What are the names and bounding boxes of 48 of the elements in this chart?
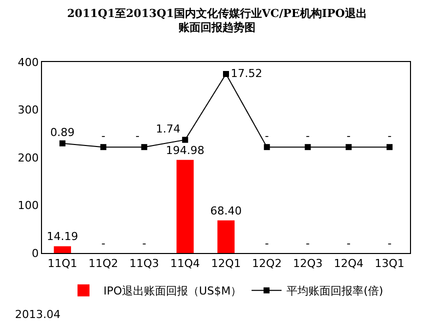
point <box>141 144 148 150</box>
data-label: - <box>101 130 106 143</box>
point <box>223 71 229 78</box>
data-label: - <box>306 237 310 250</box>
data-label: - <box>388 130 392 143</box>
data-label: 14.19 <box>46 230 78 244</box>
data-label: - <box>101 237 106 250</box>
y-tick-label: 300 <box>18 104 39 117</box>
x-tick-label: 12Q4 <box>334 257 364 270</box>
y-tick-label: 100 <box>18 199 39 212</box>
point <box>346 144 352 150</box>
data-label: - <box>264 237 269 250</box>
x-tick-label: 11Q1 <box>48 257 78 270</box>
y-tick-label: 400 <box>18 56 39 69</box>
data-label: 194.98 <box>166 144 204 157</box>
data-label: - <box>346 130 351 143</box>
data-label: - <box>142 237 146 250</box>
data-label: - <box>264 130 269 143</box>
data-label: 1.74 <box>156 122 180 136</box>
legend-label: IPO退出账面回报（US$M） <box>104 284 242 298</box>
bar <box>54 246 72 253</box>
point <box>182 136 188 143</box>
data-label: - <box>388 237 392 250</box>
x-tick-label: 11Q3 <box>129 257 160 270</box>
point <box>264 144 270 150</box>
data-label: 0.89 <box>50 126 75 139</box>
x-tick-label: 12Q3 <box>292 257 323 270</box>
data-label: - <box>135 130 140 143</box>
data-label: - <box>346 237 351 250</box>
data-label: 17.52 <box>230 66 262 80</box>
x-tick-label: 11Q2 <box>88 257 118 270</box>
y-tick-label: 0 <box>32 246 39 260</box>
bar <box>176 160 194 253</box>
x-tick-label: 12Q1 <box>211 257 241 270</box>
point <box>386 144 393 150</box>
point <box>304 144 311 150</box>
legend-label: 平均账面回报率(倍) <box>286 284 384 298</box>
x-tick-label: 11Q4 <box>170 257 200 270</box>
data-label: - <box>306 130 310 143</box>
text: 2013.04 <box>15 308 60 321</box>
data-label: 68.40 <box>210 204 242 218</box>
x-tick-label: 12Q2 <box>252 257 282 270</box>
x-tick-label: 13Q1 <box>374 257 404 270</box>
point <box>59 140 66 146</box>
chart-title: 2011Q1至2013Q1国内文化传媒行业VC/PE机构IPO退出账面回报趋势图 <box>67 6 367 34</box>
y-tick-label: 200 <box>18 151 39 164</box>
point <box>100 144 106 150</box>
bar <box>217 220 235 253</box>
